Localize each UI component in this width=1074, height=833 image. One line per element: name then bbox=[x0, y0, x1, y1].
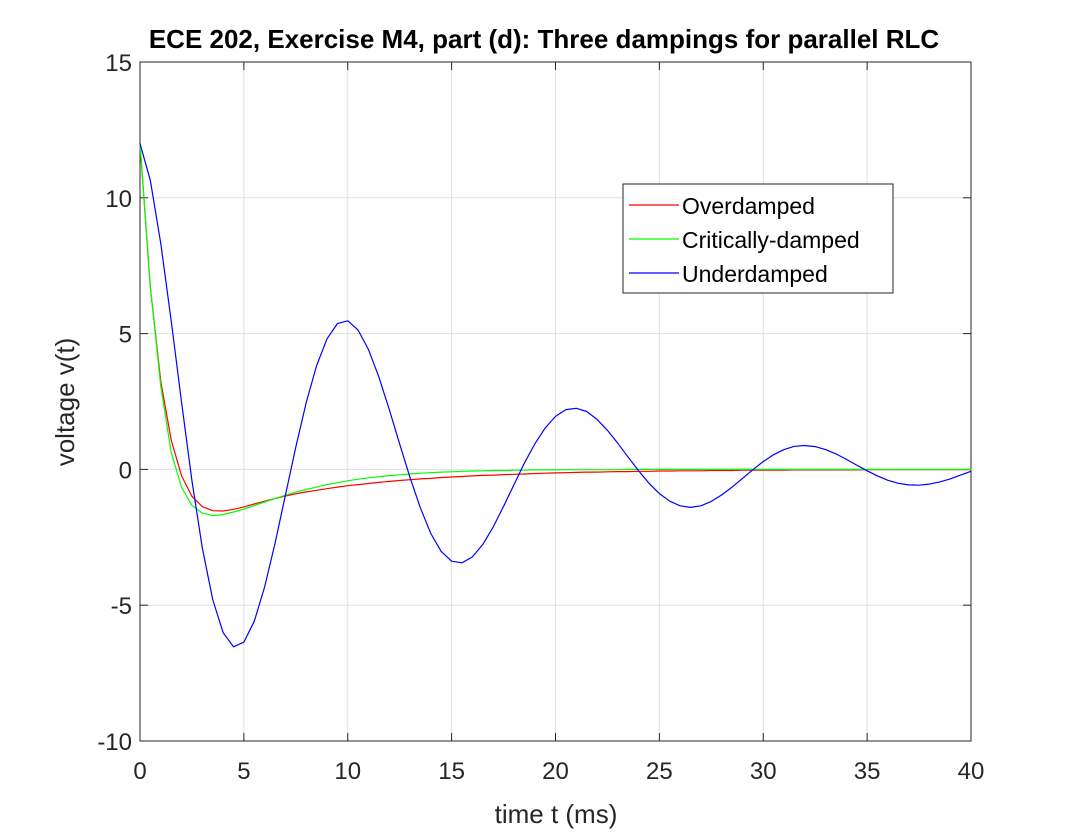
series-line-underdamped bbox=[139, 142, 972, 648]
series-line-critically-damped bbox=[139, 142, 972, 517]
y-tick-label: -5 bbox=[111, 593, 132, 620]
tick-marks bbox=[139, 61, 972, 742]
y-tick-label: 5 bbox=[119, 322, 132, 349]
series-lines bbox=[139, 142, 972, 648]
x-tick-label: 10 bbox=[334, 758, 361, 785]
y-tick-label: 0 bbox=[119, 457, 132, 484]
x-tick-label: 40 bbox=[958, 758, 985, 785]
legend: Overdamped Critically-damped Underdamped bbox=[622, 183, 894, 294]
legend-label-overdamped: Overdamped bbox=[682, 193, 815, 219]
legend-label-critically-damped: Critically-damped bbox=[682, 227, 860, 253]
y-axis-label: voltage v(t) bbox=[50, 338, 80, 467]
x-tick-labels: 0 5 10 15 20 25 30 35 40 bbox=[133, 758, 984, 785]
x-tick-label: 30 bbox=[750, 758, 777, 785]
y-tick-label: 15 bbox=[105, 50, 132, 77]
x-tick-label: 35 bbox=[854, 758, 881, 785]
x-tick-label: 25 bbox=[646, 758, 673, 785]
x-tick-label: 0 bbox=[133, 758, 146, 785]
x-tick-label: 5 bbox=[237, 758, 250, 785]
y-tick-label: -10 bbox=[97, 729, 132, 756]
legend-label-underdamped: Underdamped bbox=[682, 261, 828, 287]
x-tick-label: 15 bbox=[438, 758, 465, 785]
chart-title: ECE 202, Exercise M4, part (d): Three da… bbox=[149, 24, 940, 54]
y-tick-labels: -10 -5 0 5 10 15 bbox=[97, 50, 132, 756]
x-tick-label: 20 bbox=[542, 758, 569, 785]
y-tick-label: 10 bbox=[105, 186, 132, 213]
x-axis-label: time t (ms) bbox=[495, 799, 618, 829]
